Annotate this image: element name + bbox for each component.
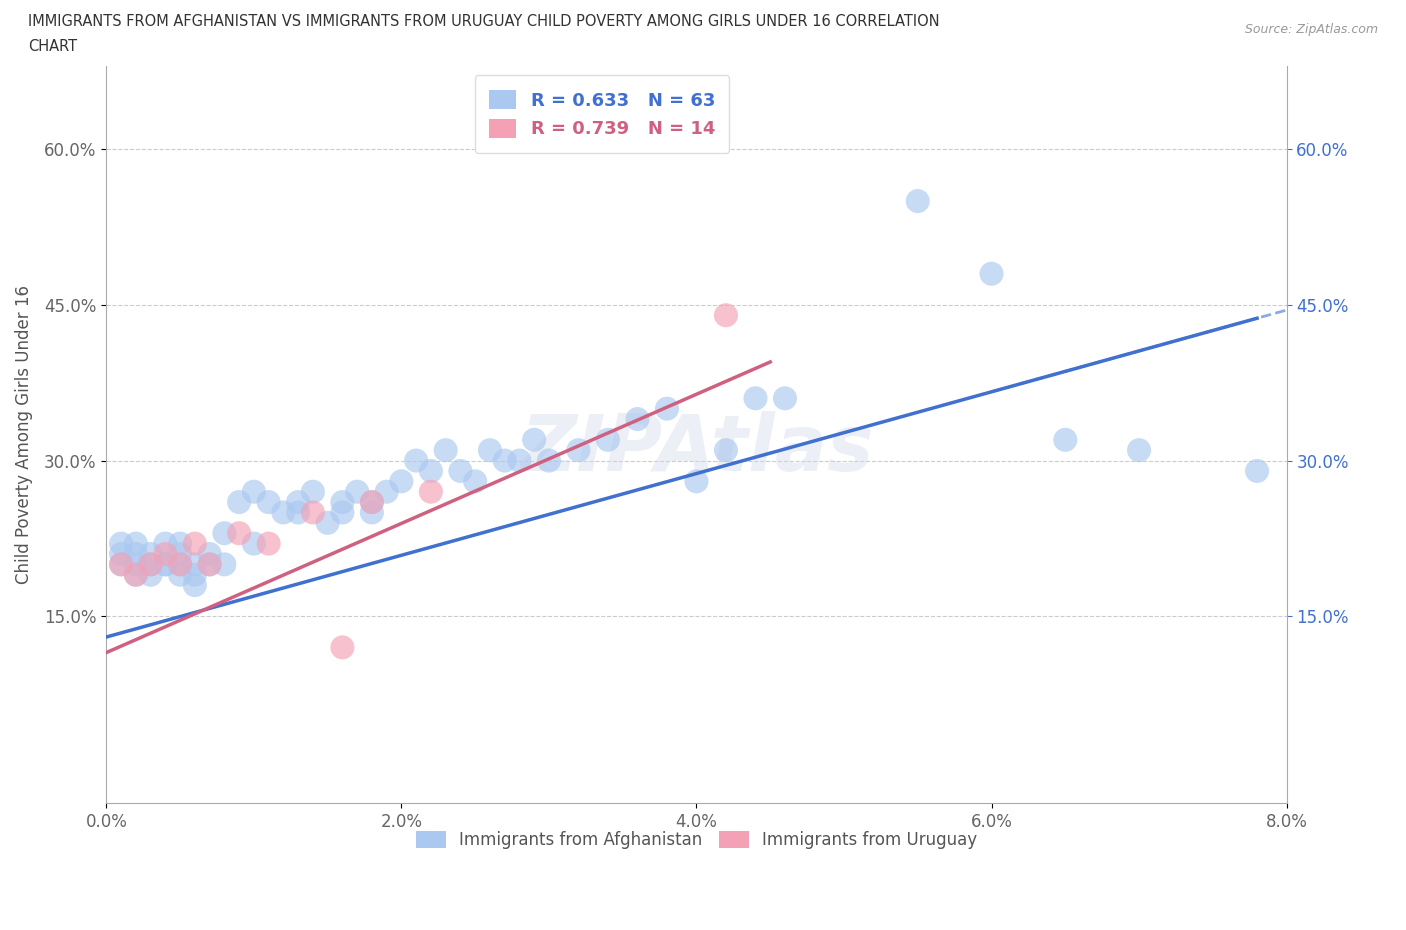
Immigrants from Afghanistan — [169, 537, 191, 551]
Immigrants from Afghanistan — [155, 557, 177, 572]
Immigrants from Afghanistan — [1246, 463, 1268, 478]
Immigrants from Afghanistan — [773, 391, 796, 405]
Immigrants from Afghanistan — [389, 474, 412, 489]
Immigrants from Afghanistan — [434, 443, 457, 458]
Immigrants from Uruguay — [125, 567, 148, 582]
Text: Source: ZipAtlas.com: Source: ZipAtlas.com — [1244, 23, 1378, 36]
Immigrants from Afghanistan — [980, 266, 1002, 281]
Immigrants from Afghanistan — [907, 193, 929, 208]
Immigrants from Afghanistan — [287, 495, 309, 510]
Immigrants from Afghanistan — [464, 474, 486, 489]
Immigrants from Afghanistan — [139, 567, 162, 582]
Immigrants from Uruguay — [361, 495, 384, 510]
Immigrants from Uruguay — [110, 557, 132, 572]
Immigrants from Afghanistan — [478, 443, 501, 458]
Text: IMMIGRANTS FROM AFGHANISTAN VS IMMIGRANTS FROM URUGUAY CHILD POVERTY AMONG GIRLS: IMMIGRANTS FROM AFGHANISTAN VS IMMIGRANT… — [28, 14, 939, 29]
Immigrants from Uruguay — [419, 485, 441, 499]
Immigrants from Afghanistan — [110, 557, 132, 572]
Text: ZIPAtlas: ZIPAtlas — [520, 411, 873, 487]
Immigrants from Afghanistan — [316, 515, 339, 530]
Immigrants from Afghanistan — [184, 557, 207, 572]
Legend: Immigrants from Afghanistan, Immigrants from Uruguay: Immigrants from Afghanistan, Immigrants … — [404, 819, 988, 861]
Immigrants from Afghanistan — [125, 537, 148, 551]
Immigrants from Afghanistan — [110, 547, 132, 562]
Immigrants from Afghanistan — [332, 505, 354, 520]
Immigrants from Uruguay — [155, 547, 177, 562]
Immigrants from Afghanistan — [184, 578, 207, 592]
Immigrants from Afghanistan — [302, 485, 325, 499]
Immigrants from Afghanistan — [273, 505, 295, 520]
Immigrants from Afghanistan — [1054, 432, 1077, 447]
Immigrants from Afghanistan — [361, 505, 384, 520]
Immigrants from Afghanistan — [169, 567, 191, 582]
Immigrants from Afghanistan — [419, 463, 441, 478]
Immigrants from Afghanistan — [198, 547, 221, 562]
Immigrants from Afghanistan — [626, 412, 648, 427]
Immigrants from Uruguay — [228, 525, 250, 540]
Immigrants from Afghanistan — [714, 443, 737, 458]
Immigrants from Afghanistan — [346, 485, 368, 499]
Immigrants from Uruguay — [184, 537, 207, 551]
Immigrants from Afghanistan — [375, 485, 398, 499]
Immigrants from Afghanistan — [744, 391, 766, 405]
Immigrants from Uruguay — [198, 557, 221, 572]
Immigrants from Afghanistan — [1128, 443, 1150, 458]
Immigrants from Afghanistan — [139, 547, 162, 562]
Immigrants from Afghanistan — [110, 537, 132, 551]
Immigrants from Afghanistan — [184, 567, 207, 582]
Immigrants from Uruguay — [139, 557, 162, 572]
Immigrants from Afghanistan — [655, 401, 678, 416]
Immigrants from Afghanistan — [537, 453, 560, 468]
Immigrants from Afghanistan — [169, 557, 191, 572]
Immigrants from Uruguay — [169, 557, 191, 572]
Immigrants from Afghanistan — [523, 432, 546, 447]
Immigrants from Afghanistan — [567, 443, 589, 458]
Immigrants from Afghanistan — [125, 557, 148, 572]
Immigrants from Uruguay — [714, 308, 737, 323]
Immigrants from Afghanistan — [125, 567, 148, 582]
Immigrants from Uruguay — [257, 537, 280, 551]
Immigrants from Afghanistan — [169, 547, 191, 562]
Y-axis label: Child Poverty Among Girls Under 16: Child Poverty Among Girls Under 16 — [15, 286, 32, 584]
Immigrants from Afghanistan — [494, 453, 516, 468]
Immigrants from Afghanistan — [214, 525, 236, 540]
Immigrants from Afghanistan — [332, 495, 354, 510]
Immigrants from Uruguay — [302, 505, 325, 520]
Immigrants from Afghanistan — [596, 432, 619, 447]
Immigrants from Afghanistan — [228, 495, 250, 510]
Immigrants from Afghanistan — [155, 537, 177, 551]
Immigrants from Afghanistan — [508, 453, 530, 468]
Immigrants from Afghanistan — [243, 537, 266, 551]
Immigrants from Afghanistan — [198, 557, 221, 572]
Immigrants from Afghanistan — [685, 474, 707, 489]
Immigrants from Afghanistan — [125, 547, 148, 562]
Immigrants from Afghanistan — [287, 505, 309, 520]
Immigrants from Afghanistan — [155, 557, 177, 572]
Immigrants from Uruguay — [332, 640, 354, 655]
Immigrants from Afghanistan — [257, 495, 280, 510]
Immigrants from Afghanistan — [214, 557, 236, 572]
Immigrants from Afghanistan — [243, 485, 266, 499]
Immigrants from Afghanistan — [405, 453, 427, 468]
Immigrants from Afghanistan — [139, 557, 162, 572]
Text: CHART: CHART — [28, 39, 77, 54]
Immigrants from Afghanistan — [449, 463, 471, 478]
Immigrants from Afghanistan — [361, 495, 384, 510]
